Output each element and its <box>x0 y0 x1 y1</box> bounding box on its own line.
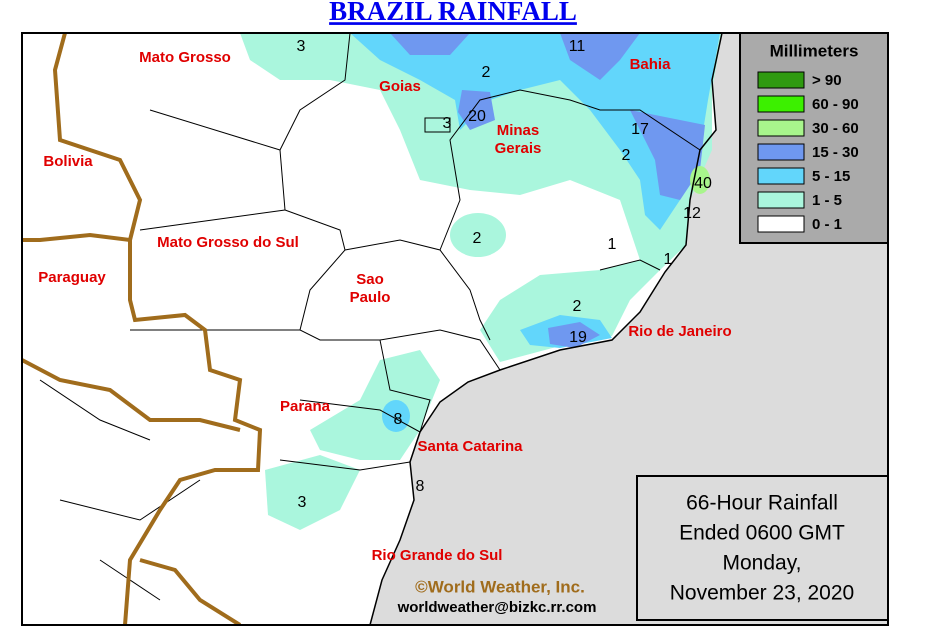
region-label: Mato Grosso <box>139 49 231 66</box>
legend-label: 15 - 30 <box>812 144 859 161</box>
region-label: Paulo <box>350 289 391 306</box>
legend: > 90 60 - 90 30 - 60 15 - 30 5 - 15 1 - 5 0 - … <box>757 71 859 233</box>
rainfall-amount: 3 <box>443 115 452 132</box>
email: worldweather@bizkc.rr.com <box>397 599 597 616</box>
info-box <box>636 475 889 621</box>
map-title: BRAZIL RAINFALL <box>329 0 577 26</box>
region-label: Rio de Janeiro <box>628 323 731 340</box>
rainfall-amount: 2 <box>473 230 482 247</box>
legend-label: 1 - 5 <box>812 192 842 209</box>
legend-swatch <box>757 143 805 161</box>
info-line: Monday, <box>723 552 802 575</box>
region-label: Paraguay <box>38 269 106 286</box>
legend-swatch <box>757 95 805 113</box>
legend-swatch <box>757 71 805 89</box>
legend-swatch <box>757 215 805 233</box>
region-label: Parana <box>280 398 331 415</box>
region-label: Bolivia <box>43 153 93 170</box>
region-label: Sao <box>356 271 384 288</box>
legend-box <box>739 32 889 244</box>
region-label: Minas <box>497 122 540 139</box>
rain-15-30 <box>390 33 705 348</box>
title-link[interactable]: BRAZIL RAINFALL <box>329 0 577 26</box>
rainfall-amount: 2 <box>573 298 582 315</box>
rainfall-amount: 11 <box>569 38 586 55</box>
rainfall-amount: 3 <box>298 494 307 511</box>
region-label: Goias <box>379 78 421 95</box>
info-line: November 23, 2020 <box>670 582 854 605</box>
country-borders <box>22 33 263 625</box>
legend-label: 5 - 15 <box>812 168 850 185</box>
info: 66-Hour Rainfall Ended 0600 GMT Monday, Nov… <box>670 492 854 605</box>
rainfall-amount: 1 <box>608 236 617 253</box>
copyright: ©World Weather, Inc. <box>415 577 585 596</box>
legend-swatch <box>757 167 805 185</box>
rainfall-amount: 19 <box>569 329 587 346</box>
region-label: Rio Grande do Sul <box>372 547 503 564</box>
legend-label: 60 - 90 <box>812 96 859 113</box>
region-label: Gerais <box>495 140 542 157</box>
rainfall-amount: 1 <box>664 251 673 268</box>
coastline <box>369 33 723 625</box>
legend-label: 0 - 1 <box>812 216 842 233</box>
state-lines <box>39 33 701 601</box>
rainfall-amount: 8 <box>416 478 425 495</box>
rainfall-amount: 20 <box>468 108 486 125</box>
region-label: Bahia <box>630 56 672 73</box>
rainfall-amount: 40 <box>694 175 712 192</box>
legend-label: > 90 <box>812 72 842 89</box>
rainfall-amount: 8 <box>394 411 403 428</box>
legend-label: 30 - 60 <box>812 120 859 137</box>
info-line: Ended 0600 GMT <box>679 522 845 545</box>
rainfall-amount: 2 <box>482 64 491 81</box>
region-label: Santa Catarina <box>417 438 523 455</box>
legend-swatch <box>757 191 805 209</box>
legend-swatch <box>757 119 805 137</box>
rainfall-amount: 3 <box>297 38 306 55</box>
legend-title: Millimeters <box>770 41 859 60</box>
region-label: Mato Grosso do Sul <box>157 234 299 251</box>
rainfall-amount: 12 <box>683 205 701 222</box>
rainfall-amount: 17 <box>631 121 649 138</box>
map-frame <box>21 32 889 626</box>
rainfall-amount: 2 <box>622 147 631 164</box>
info-line: 66-Hour Rainfall <box>686 492 838 515</box>
